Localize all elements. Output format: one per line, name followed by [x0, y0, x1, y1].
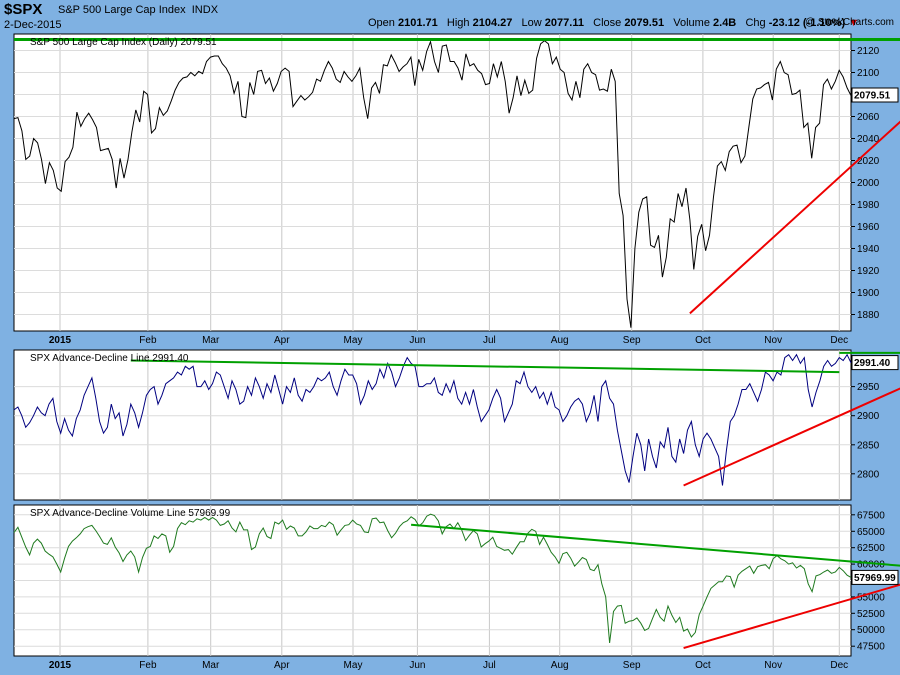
quote-date: 2-Dec-2015	[4, 19, 62, 31]
advol-resistance-line	[411, 523, 900, 567]
volume-value: 2.4B	[713, 17, 737, 29]
price-month-label: Feb	[139, 335, 157, 346]
price-data-line	[13, 39, 852, 328]
advol-y-tick-label: 55000	[857, 592, 885, 603]
ad-support-line	[683, 387, 900, 487]
advol-last-value-box	[851, 569, 899, 585]
change-value: -23.12 (-1.10%)	[768, 17, 846, 29]
brand-watermark: @ StockCharts.com	[804, 17, 894, 28]
advol-month-label: Feb	[139, 660, 157, 671]
ad-resistance-line	[130, 359, 840, 374]
high-value: 2104.27	[472, 17, 513, 29]
advol-data-line	[13, 513, 852, 643]
ad-plot-area	[13, 349, 852, 501]
price-y-tick-label: 2100	[857, 68, 880, 79]
advol-y-tick-label: 50000	[857, 625, 885, 636]
advol-y-tick-label: 52500	[857, 609, 885, 620]
ad-data-line	[13, 353, 852, 486]
advol-month-label: Nov	[764, 660, 782, 671]
open-label: Open	[368, 17, 395, 29]
price-y-tick-label: 2000	[857, 178, 880, 189]
ad-panel-title: SPX Advance-Decline Line 2991.40	[30, 353, 189, 364]
price-y-tick-label: 1880	[857, 310, 880, 321]
advol-month-label: 2015	[49, 660, 72, 671]
advol-y-tick-label: 67500	[857, 510, 885, 521]
ad-y-tick-label: 2850	[857, 440, 880, 451]
price-y-tick-label: 1980	[857, 200, 880, 211]
price-y-tick-label: 2040	[857, 134, 880, 145]
ad-y-tick-label: 2900	[857, 411, 880, 422]
advol-month-label: May	[344, 660, 363, 671]
advol-month-label: Sep	[623, 660, 641, 671]
price-month-label: Apr	[274, 335, 290, 346]
close-label: Close	[593, 17, 622, 29]
advol-month-label: Oct	[695, 660, 711, 671]
ad-last-value-box	[851, 355, 899, 371]
change-label: Chg	[745, 17, 766, 29]
price-month-label: Aug	[551, 335, 569, 346]
down-arrow-icon: ▼	[848, 17, 860, 29]
ad-last-value-label: 2991.40	[854, 358, 891, 369]
open-value: 2101.71	[397, 17, 438, 29]
index-name-text: S&P 500 Large Cap Index	[58, 4, 186, 16]
advol-y-tick-label: 62500	[857, 543, 885, 554]
price-month-label: Oct	[695, 335, 711, 346]
price-month-label: Sep	[623, 335, 641, 346]
price-y-tick-label: 2020	[857, 156, 880, 167]
price-month-label: Dec	[830, 335, 848, 346]
price-y-tick-label: 1940	[857, 244, 880, 255]
price-month-label: Jul	[483, 335, 496, 346]
advol-month-label: Jun	[409, 660, 425, 671]
low-label: Low	[521, 17, 542, 29]
price-month-label: 2015	[49, 335, 72, 346]
price-month-label: May	[344, 335, 363, 346]
advol-month-label: Apr	[274, 660, 290, 671]
advol-month-label: Aug	[551, 660, 569, 671]
chart-header: $SPX S&P 500 Large Cap Index INDX 2-Dec-…	[0, 0, 900, 34]
index-name: S&P 500 Large Cap Index INDX	[58, 4, 218, 16]
price-month-label: Mar	[202, 335, 220, 346]
price-month-label: Jun	[409, 335, 425, 346]
advol-last-value-label: 57969.99	[854, 573, 896, 584]
price-last-value-box	[851, 87, 899, 103]
price-y-tick-label: 1960	[857, 222, 880, 233]
advol-month-label: Mar	[202, 660, 220, 671]
advol-y-tick-label: 60000	[857, 560, 885, 571]
ad-y-tick-label: 2800	[857, 469, 880, 480]
price-y-tick-label: 1920	[857, 266, 880, 277]
volume-label: Volume	[673, 17, 710, 29]
price-y-tick-label: 2120	[857, 46, 880, 57]
price-y-tick-label: 2060	[857, 112, 880, 123]
ad-y-tick-label: 2950	[857, 382, 880, 393]
price-support-line	[689, 120, 900, 315]
high-label: High	[446, 17, 470, 29]
quote-summary: Open 2101.71 High 2104.27 Low 2077.11 Cl…	[368, 17, 859, 29]
advol-panel-title: SPX Advance-Decline Volume Line 57969.99	[30, 508, 231, 519]
advol-month-label: Jul	[483, 660, 496, 671]
close-value: 2079.51	[624, 17, 665, 29]
low-value: 2077.11	[544, 17, 584, 29]
advol-month-label: Dec	[830, 660, 848, 671]
price-panel-title: S&P 500 Large Cap Index (Daily) 2079.51	[30, 37, 217, 48]
price-y-tick-label: 1900	[857, 288, 880, 299]
advol-y-tick-label: 65000	[857, 527, 885, 538]
price-last-value-label: 2079.51	[854, 91, 891, 102]
advol-support-line	[683, 583, 900, 650]
price-month-label: Nov	[764, 335, 782, 346]
exchange-label: INDX	[191, 4, 219, 16]
ticker-symbol: $SPX	[4, 1, 43, 18]
advol-y-tick-label: 47500	[857, 642, 885, 653]
